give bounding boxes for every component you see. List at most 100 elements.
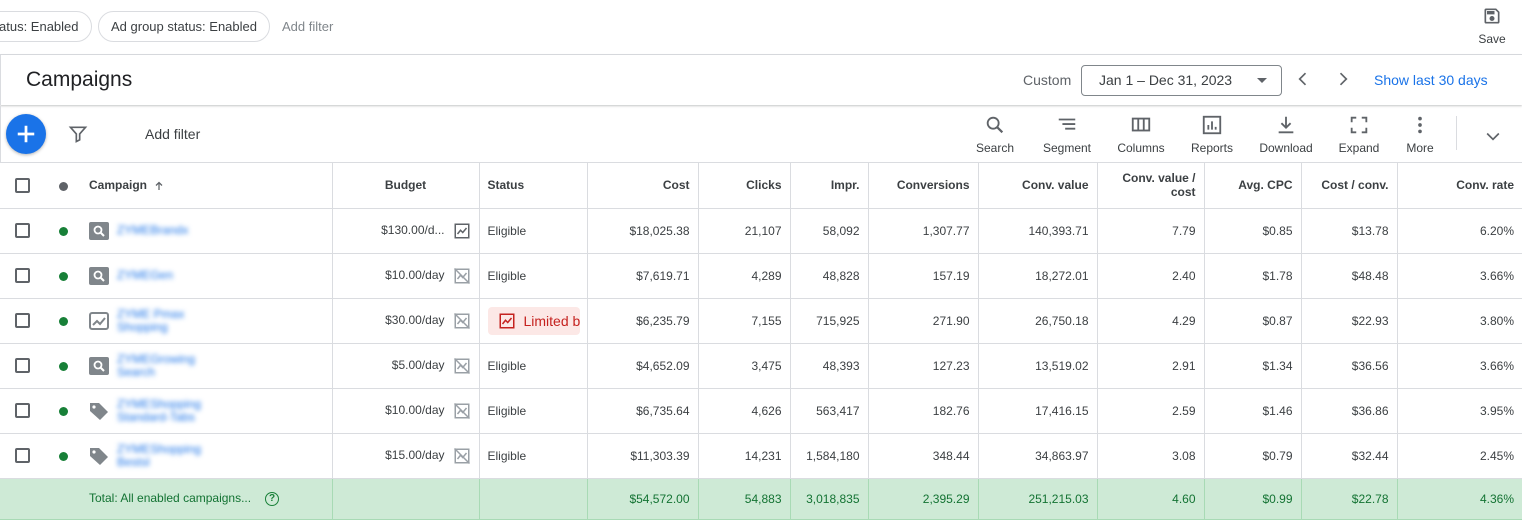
add-filter-link[interactable]: Add filter [282,19,334,34]
conversions-column-header[interactable]: Conversions [868,163,979,209]
chart-off-icon[interactable] [453,447,471,465]
budget-value[interactable]: $5.00/day [391,357,445,372]
chevron-right-icon[interactable] [1333,69,1353,89]
enabled-dot-icon[interactable] [58,406,68,416]
search-tool-button[interactable]: Search [975,114,1015,155]
chart-off-icon[interactable] [453,267,471,285]
row-checkbox[interactable] [15,358,30,374]
chart-icon[interactable] [453,222,471,240]
row-checkbox-cell[interactable] [0,343,45,389]
campaign-cell: ZYMEShopping Standard-Tabs [81,388,333,434]
row-status-dot-cell[interactable] [45,298,81,344]
show-last-30-days-link[interactable]: Show last 30 days [1374,72,1488,88]
add-filter-button[interactable]: Add filter [145,126,201,142]
cost-cell: $6,735.64 [587,388,699,434]
avg-cpc-cell: $1.46 [1204,388,1302,434]
row-status-dot-cell[interactable] [45,388,81,434]
save-button[interactable]: Save [1470,6,1514,46]
campaign-name-link[interactable]: ZYMEShopping Bestsl [117,441,202,469]
row-checkbox[interactable] [15,268,30,284]
download-tool-button[interactable]: Download [1257,114,1315,155]
row-checkbox-cell[interactable] [0,208,45,254]
select-all-checkbox[interactable] [15,177,30,193]
campaign-column-header[interactable]: Campaign [81,163,333,209]
conv-value-cell: 26,750.18 [978,298,1098,344]
help-icon[interactable]: ? [265,491,280,506]
status-dot-icon [58,181,68,191]
clicks-column-header[interactable]: Clicks [698,163,791,209]
chart-off-icon[interactable] [453,402,471,420]
segment-tool-button[interactable]: Segment [1041,114,1093,155]
enabled-dot-icon[interactable] [58,316,68,326]
row-checkbox[interactable] [15,403,30,419]
conversions-cell: 1,307.77 [868,208,979,254]
campaigns-table: Campaign Budget Status Cost Clicks Impr.… [0,163,1522,520]
row-checkbox-cell[interactable] [0,253,45,299]
conv-value-cost-column-header[interactable]: Conv. value / cost [1097,163,1205,209]
cost-column-header[interactable]: Cost [587,163,699,209]
campaign-cell: ZYMEGen [81,253,333,299]
caret-down-icon [1257,78,1267,83]
budget-value[interactable]: $10.00/day [385,267,445,282]
columns-tool-button[interactable]: Columns [1115,114,1167,155]
more-vert-icon [1418,116,1422,134]
more-tool-button[interactable]: More [1403,114,1437,155]
row-status-dot-cell[interactable] [45,253,81,299]
campaign-status-filter-chip[interactable]: atus: Enabled [0,11,92,42]
conv-value-cost-cell: 4.29 [1097,298,1205,344]
campaign-name-link[interactable]: ZYMEGrowing Search [117,351,196,379]
conv-value-cell: 13,519.02 [978,343,1098,389]
reports-tool-label: Reports [1190,141,1234,155]
chevron-left-icon[interactable] [1293,69,1313,89]
status-cell: Eligible [479,433,588,479]
enabled-dot-icon[interactable] [58,451,68,461]
conv-rate-cell: 3.95% [1397,388,1522,434]
conv-rate-cell: 2.45% [1397,433,1522,479]
status-column-header[interactable]: Status [479,163,588,209]
cost-conv-column-header[interactable]: Cost / conv. [1301,163,1398,209]
table-row: ZYMEGen $10.00/day Eligible $7,619.71 4,289 4… [0,253,1522,299]
campaign-name-link[interactable]: ZYMEGen [117,268,174,282]
enabled-dot-icon[interactable] [58,226,68,236]
status-cell: Eligible [479,388,588,434]
chart-off-icon[interactable] [453,312,471,330]
budget-value[interactable]: $15.00/day [385,447,445,462]
row-status-dot-cell[interactable] [45,208,81,254]
budget-cell: $10.00/day [332,253,480,299]
avg-cpc-column-header[interactable]: Avg. CPC [1204,163,1302,209]
total-avg-cpc: $0.99 [1204,478,1302,520]
row-status-dot-cell[interactable] [45,343,81,389]
enabled-dot-icon[interactable] [58,361,68,371]
reports-tool-button[interactable]: Reports [1187,114,1237,155]
row-checkbox-cell[interactable] [0,388,45,434]
chart-off-icon[interactable] [453,357,471,375]
ad-group-status-filter-chip[interactable]: Ad group status: Enabled [98,11,270,42]
expand-tool-button[interactable]: Expand [1337,114,1381,155]
conv-rate-column-header[interactable]: Conv. rate [1397,163,1522,209]
campaign-name-link[interactable]: ZYMEShopping Standard-Tabs [117,396,202,424]
budget-value[interactable]: $10.00/day [385,402,445,417]
table-row: ZYMEGrowing Search $5.00/day Eligible $4,652… [0,343,1522,389]
add-campaign-button[interactable] [6,114,46,154]
enabled-dot-icon[interactable] [58,271,68,281]
row-checkbox[interactable] [15,223,30,239]
limited-status-badge[interactable]: Limited by budget [487,306,580,335]
status-text: Eligible [487,358,527,373]
budget-value[interactable]: $130.00/d... [381,222,445,237]
row-checkbox[interactable] [15,448,30,464]
filter-icon[interactable] [68,124,88,144]
date-range-picker[interactable]: Jan 1 – Dec 31, 2023 [1081,65,1282,96]
budget-value[interactable]: $30.00/day [385,312,445,327]
row-checkbox[interactable] [15,313,30,329]
budget-column-header[interactable]: Budget [332,163,480,209]
row-checkbox-cell[interactable] [0,433,45,479]
chevron-down-icon[interactable] [1483,126,1503,146]
row-checkbox-cell[interactable] [0,298,45,344]
select-all-header[interactable] [0,163,45,209]
conversions-cell: 127.23 [868,343,979,389]
campaign-name-link[interactable]: ZYME Pmax Shopping [117,306,185,334]
row-status-dot-cell[interactable] [45,433,81,479]
campaign-name-link[interactable]: ZYMEBrandx [117,223,189,237]
impr-column-header[interactable]: Impr. [790,163,869,209]
conv-value-column-header[interactable]: Conv. value [978,163,1098,209]
